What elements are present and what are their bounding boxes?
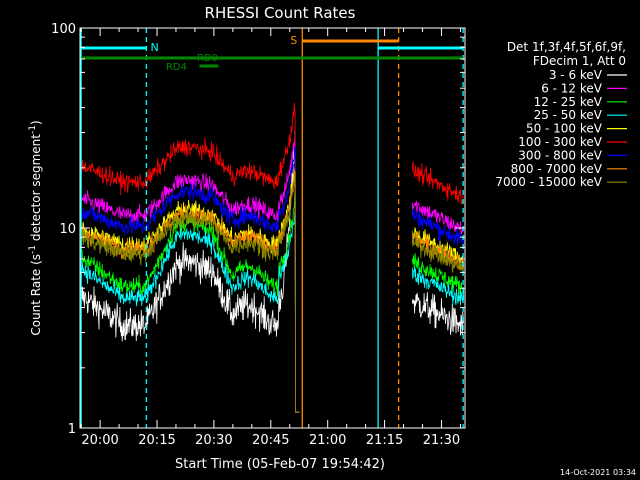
- series-layer: [80, 102, 465, 413]
- y-label-main: Count Rate (s: [29, 254, 43, 336]
- x-tick-label: 20:45: [252, 433, 289, 448]
- series-0: [80, 129, 465, 413]
- y-label-end: ): [29, 120, 43, 125]
- rd0-label: RD0: [197, 53, 218, 64]
- footer-timestamp: 14-Oct-2021 03:34: [560, 468, 636, 477]
- series-line-post: [411, 160, 465, 205]
- series-line-pre: [80, 134, 300, 413]
- series-3: [80, 209, 465, 413]
- x-tick-label: 21:00: [309, 433, 346, 448]
- series-line-post: [411, 230, 465, 274]
- legend-label: 100 - 300 keV: [518, 135, 602, 149]
- legend-label: 300 - 800 keV: [518, 148, 602, 162]
- saa-label: S: [290, 34, 297, 47]
- night-label: N: [151, 41, 159, 54]
- y-tick-label: 10: [59, 222, 76, 237]
- series-8: [80, 170, 465, 413]
- y-label-sup2: -1: [28, 125, 38, 134]
- series-line-pre: [80, 102, 300, 413]
- y-tick-label: 100: [51, 22, 76, 37]
- x-tick-label: 20:30: [195, 433, 232, 448]
- y-label-mid: detector segment: [29, 134, 43, 245]
- series-line-pre: [80, 145, 300, 413]
- x-tick-label: 21:30: [423, 433, 460, 448]
- series-1: [80, 134, 465, 413]
- chart-title: RHESSI Count Rates: [205, 4, 356, 22]
- x-tick-label: 21:15: [366, 433, 403, 448]
- legend-header-line1: Det 1f,3f,4f,5f,6f,9f,: [507, 40, 626, 54]
- y-axis-label: Count Rate (s-1 detector segment-1): [28, 120, 43, 335]
- overlay-layer: N S RD0 RD4: [80, 28, 464, 428]
- x-tick-label: 20:00: [81, 433, 118, 448]
- legend-label: 25 - 50 keV: [534, 108, 603, 122]
- x-axis-label: Start Time (05-Feb-07 19:54:42): [175, 457, 385, 472]
- axis-layer: 20:00 20:15 20:30 20:45 21:00 21:15 21:30 1 10 10…: [51, 22, 465, 448]
- legend-label: 50 - 100 keV: [526, 122, 603, 136]
- legend: Det 1f,3f,4f,5f,6f,9f, FDecim 1, Att 0 3…: [495, 40, 627, 189]
- y-tick-label: 1: [68, 422, 76, 437]
- series-line-pre: [80, 129, 300, 413]
- series-line-post: [411, 200, 465, 236]
- legend-label: 12 - 25 keV: [534, 95, 603, 109]
- series-line-pre: [80, 168, 300, 413]
- series-line-post: [411, 252, 465, 295]
- legend-label: 3 - 6 keV: [549, 68, 603, 82]
- legend-label: 800 - 7000 keV: [511, 162, 603, 176]
- series-5: [80, 102, 465, 413]
- series-line-pre: [80, 170, 300, 413]
- legend-label: 7000 - 15000 keV: [495, 175, 602, 189]
- series-line-post: [411, 209, 465, 251]
- rd4-label: RD4: [166, 62, 187, 73]
- y-label-sup1: -1: [28, 245, 38, 254]
- series-line-post: [411, 266, 465, 306]
- series-6: [80, 145, 465, 413]
- series-line-post: [411, 292, 465, 336]
- legend-label: 6 - 12 keV: [541, 81, 603, 95]
- series-line-pre: [80, 209, 300, 413]
- legend-header-line2: FDecim 1, Att 0: [533, 54, 626, 68]
- x-tick-label: 20:15: [138, 433, 175, 448]
